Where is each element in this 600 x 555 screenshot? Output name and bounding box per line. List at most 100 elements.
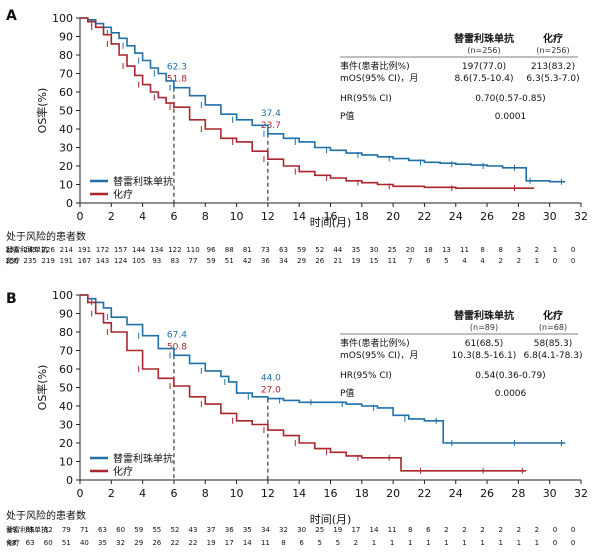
panel-a-risk-value: 167 xyxy=(78,257,91,265)
panel-a-risk-value: 110 xyxy=(186,246,199,254)
panel-a-landmark-drug-label: 62.3 xyxy=(167,63,187,73)
panel-b-risk-value: 6 xyxy=(426,526,431,534)
panel-a-x-axis-title: 时间(月) xyxy=(310,216,352,229)
panel-a-risk-value: 5 xyxy=(444,257,448,265)
panel-a-stats-row-label: mOS(95% CI)，月 xyxy=(340,73,418,84)
panel-a-risk-value: 20 xyxy=(406,246,415,254)
panel-a-risk-value: 73 xyxy=(261,246,270,254)
panel-b-x-tick-label: 28 xyxy=(511,487,525,500)
panel-a-risk-value: 35 xyxy=(351,246,360,254)
panel-a-landmark-chemo-label: 23.7 xyxy=(261,121,281,131)
panel-b-x-tick-label: 32 xyxy=(574,487,588,500)
panel-b-x-tick-label: 16 xyxy=(324,487,338,500)
panel-a-risk-value: 219 xyxy=(42,257,55,265)
panel-b-y-tick-label: 50 xyxy=(59,382,73,395)
panel-b-x-tick-label: 22 xyxy=(417,487,431,500)
panel-b-risk-value: 71 xyxy=(80,526,89,534)
panel-a-risk-value: 36 xyxy=(261,257,270,265)
panel-b-x-tick-label: 8 xyxy=(202,487,209,500)
panel-b-risk-value: 85 xyxy=(26,526,35,534)
panel-b-stats-col-subheader: (n=89) xyxy=(470,323,498,332)
panel-b-stats-row-label: mOS(95% CI)，月 xyxy=(340,350,418,361)
panel-b-risk-value: 82 xyxy=(44,526,53,534)
panel-b-y-tick-label: 0 xyxy=(66,474,73,487)
panel-a-stats-value: 8.6(7.5-10.4) xyxy=(455,74,514,84)
panel-a-y-tick-label: 10 xyxy=(59,179,73,192)
panel-b-stats-value: 61(68.5) xyxy=(465,339,504,349)
panel-a-stats-col-header: 替雷利珠单抗 xyxy=(454,32,514,45)
panel-b-risk-value: 6 xyxy=(299,539,304,547)
panel-b-y-tick-label: 70 xyxy=(59,345,73,358)
panel-a-stats-col-subheader: (n=256) xyxy=(536,46,569,55)
panel-b-risk-value: 2 xyxy=(444,526,448,534)
panel-a-x-tick-label: 22 xyxy=(417,210,431,223)
panel-a-series-line-drug xyxy=(80,17,566,183)
panel-a-label: A xyxy=(6,8,17,24)
panel-a-risk-value: 63 xyxy=(279,246,288,254)
panel-a-y-tick-label: 50 xyxy=(59,105,73,118)
panel-a-risk-value: 18 xyxy=(424,246,433,254)
panel-a-risk-value: 8 xyxy=(480,246,484,254)
panel-a-landmark-drug-label: 37.4 xyxy=(261,109,281,119)
panel-b-risk-value: 1 xyxy=(498,539,502,547)
panel-a-stats-row-label: P值 xyxy=(340,110,354,122)
panel-b-risk-value: 8 xyxy=(281,539,285,547)
panel-b-risk-value: 2 xyxy=(462,526,466,534)
panel-a-x-tick-label: 16 xyxy=(324,210,338,223)
panel-a-risk-value: 157 xyxy=(114,246,127,254)
panel-b-y-tick-label: 80 xyxy=(59,326,73,339)
panel-a-risk-value: 0 xyxy=(571,246,575,254)
panel-a-x-tick-label: 10 xyxy=(230,210,244,223)
panel-b-risk-value: 60 xyxy=(116,526,125,534)
panel-a-risk-value: 4 xyxy=(480,257,485,265)
panel-b-x-tick-label: 20 xyxy=(386,487,400,500)
panel-b-risk-value: 8 xyxy=(408,526,412,534)
panel-b-risk-value: 63 xyxy=(98,526,107,534)
panel-b-risk-value: 1 xyxy=(480,539,484,547)
panel-a-risk-value: 122 xyxy=(168,246,181,254)
panel-b-legend-label: 替雷利珠单抗 xyxy=(113,452,173,465)
panel-a-risk-value: 2 xyxy=(498,257,502,265)
panel-a-risk-value: 83 xyxy=(170,257,179,265)
panel-b-risk-value: 2 xyxy=(354,539,358,547)
panel-b-risk-value: 89 xyxy=(8,526,17,534)
panel-a-x-tick-label: 28 xyxy=(511,210,525,223)
panel-b-risk-value: 14 xyxy=(243,539,252,547)
panel-b-risk-value: 22 xyxy=(170,539,179,547)
panel-a-risk-value: 191 xyxy=(60,257,73,265)
panel-b-risk-value: 30 xyxy=(297,526,306,534)
panel-b-risk-value: 2 xyxy=(535,526,539,534)
panel-b-label: B xyxy=(6,291,17,307)
panel-b-x-tick-label: 4 xyxy=(139,487,146,500)
panel-b-risk-value: 25 xyxy=(315,526,324,534)
panel-a-y-axis-title: OS率(%) xyxy=(35,88,49,134)
panel-a-risk-row-label: 化疗 xyxy=(6,256,20,265)
panel-b-risk-value: 1 xyxy=(444,539,448,547)
panel-b-risk-value: 19 xyxy=(333,526,342,534)
panel-b-risk-value: 40 xyxy=(80,539,89,547)
panel-b-x-tick-label: 18 xyxy=(355,487,369,500)
panel-a-risk-value: 59 xyxy=(207,257,216,265)
panel-a-y-tick-label: 80 xyxy=(59,49,73,62)
panel-b-x-axis-title: 时间(月) xyxy=(310,513,352,526)
panel-a-risk-value: 93 xyxy=(152,257,161,265)
panel-a-y-tick-label: 40 xyxy=(59,123,73,136)
panel-b-risk-value: 52 xyxy=(170,526,179,534)
panel-a-risk-value: 143 xyxy=(96,257,109,265)
panel-b-stats-value: 58(85.3) xyxy=(534,339,573,349)
panel-b-risk-value: 32 xyxy=(279,526,288,534)
panel-a-risk-value: 2 xyxy=(517,257,521,265)
panel-a-risk-value: 81 xyxy=(243,246,252,254)
panel-b-x-tick-label: 14 xyxy=(292,487,306,500)
panel-a-x-tick-label: 18 xyxy=(355,210,369,223)
panel-b-x-tick-label: 30 xyxy=(543,487,557,500)
panel-b-risk-value: 1 xyxy=(372,539,376,547)
panel-a-risk-title: 处于风险的患者数 xyxy=(6,230,86,243)
panel-a-stats-col-header: 化疗 xyxy=(543,32,563,45)
panel-b-risk-value: 0 xyxy=(553,539,557,547)
panel-a-landmark-chemo-label: 51.8 xyxy=(167,75,187,85)
panel-b-risk-value: 11 xyxy=(388,526,397,534)
panel-a-risk-value: 26 xyxy=(315,257,324,265)
panel-a-risk-value: 11 xyxy=(388,257,397,265)
